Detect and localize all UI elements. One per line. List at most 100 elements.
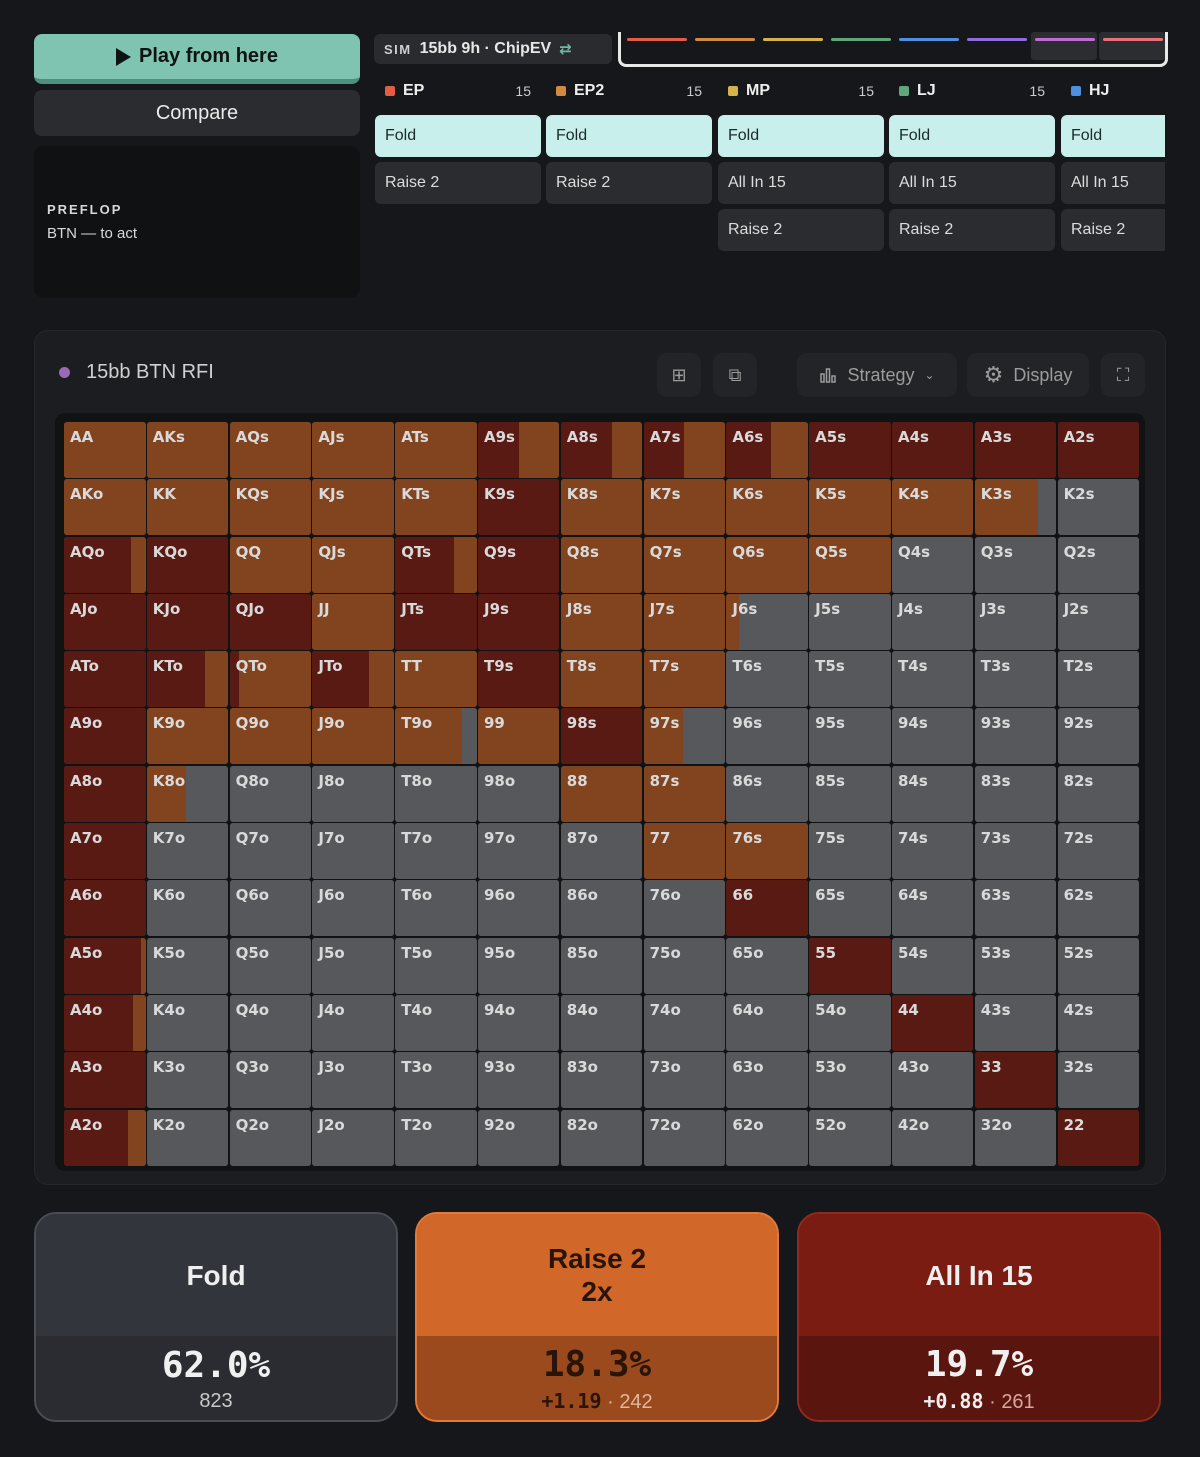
hand-cell[interactable]: 74s xyxy=(891,823,974,880)
hand-cell[interactable]: 65s xyxy=(809,880,891,937)
hand-cell[interactable]: 43s xyxy=(974,994,1057,1051)
hand-cell[interactable]: T5s xyxy=(809,651,891,708)
hand-cell[interactable]: K3s xyxy=(974,479,1057,536)
hand-cell[interactable]: 66 xyxy=(726,880,808,937)
hand-cell[interactable]: A7s xyxy=(643,422,726,478)
hand-cell[interactable]: Q7s xyxy=(643,536,726,593)
hand-cell[interactable]: A9o xyxy=(64,708,146,765)
display-button[interactable]: ⚙ Display xyxy=(967,353,1089,397)
hand-cell[interactable]: T6s xyxy=(726,651,808,708)
hand-cell[interactable]: J2s xyxy=(1057,593,1140,650)
hand-cell[interactable]: A9s xyxy=(477,422,560,478)
hand-cell[interactable]: Q2s xyxy=(1057,536,1140,593)
hand-cell[interactable]: J7o xyxy=(312,823,394,880)
hand-cell[interactable]: KJs xyxy=(312,479,394,536)
hand-cell[interactable]: 87o xyxy=(560,823,643,880)
hand-cell[interactable]: AQo xyxy=(64,536,146,593)
action-button[interactable]: Fold xyxy=(718,115,884,157)
hand-cell[interactable]: Q2o xyxy=(229,1109,312,1166)
copy-button[interactable]: ⧉ xyxy=(713,353,757,397)
hand-cell[interactable]: 85o xyxy=(560,937,643,994)
hand-cell[interactable]: A7o xyxy=(64,823,146,880)
summary-card-0[interactable]: Fold 62.0% 823 xyxy=(34,1212,398,1422)
hand-cell[interactable]: T3s xyxy=(974,651,1057,708)
hand-cell[interactable]: J2o xyxy=(312,1109,394,1166)
play-from-here-button[interactable]: Play from here xyxy=(34,34,360,84)
hand-cell[interactable]: J8o xyxy=(312,765,394,822)
action-button[interactable]: All In 15 xyxy=(718,162,884,204)
hand-cell[interactable]: 52o xyxy=(809,1109,891,1166)
hand-cell[interactable]: AJo xyxy=(64,593,146,650)
hand-cell[interactable]: KTo xyxy=(146,651,229,708)
position-header[interactable]: LJ 15 xyxy=(889,76,1055,106)
hand-cell[interactable]: K7o xyxy=(146,823,229,880)
hand-cell[interactable]: 32s xyxy=(1057,1052,1140,1109)
hand-cell[interactable]: 82o xyxy=(560,1109,643,1166)
hand-cell[interactable]: K9o xyxy=(146,708,229,765)
grid-view-button[interactable]: ⊞ xyxy=(657,353,701,397)
hand-cell[interactable]: 95s xyxy=(809,708,891,765)
hand-cell[interactable]: AA xyxy=(64,422,146,478)
hand-cell[interactable]: 44 xyxy=(891,994,974,1051)
hand-cell[interactable]: 97o xyxy=(477,823,560,880)
hand-cell[interactable]: 86o xyxy=(560,880,643,937)
hand-cell[interactable]: T5o xyxy=(395,937,477,994)
hand-cell[interactable]: 62s xyxy=(1057,880,1140,937)
hand-cell[interactable]: 96o xyxy=(477,880,560,937)
hand-cell[interactable]: T4s xyxy=(891,651,974,708)
hand-cell[interactable]: J5o xyxy=(312,937,394,994)
hand-cell[interactable]: A6s xyxy=(726,422,808,478)
hand-cell[interactable]: 94o xyxy=(477,994,560,1051)
hand-cell[interactable]: 77 xyxy=(643,823,726,880)
hand-cell[interactable]: K2s xyxy=(1057,479,1140,536)
hand-cell[interactable]: 75s xyxy=(809,823,891,880)
hand-cell[interactable]: QQ xyxy=(229,536,312,593)
hand-cell[interactable]: AKs xyxy=(146,422,229,478)
hand-cell[interactable]: Q9s xyxy=(477,536,560,593)
hand-cell[interactable]: KK xyxy=(146,479,229,536)
hand-cell[interactable]: QTs xyxy=(395,536,477,593)
hand-cell[interactable]: QTo xyxy=(229,651,312,708)
hand-cell[interactable]: KQo xyxy=(146,536,229,593)
hand-cell[interactable]: 64o xyxy=(726,994,808,1051)
hand-cell[interactable]: 93o xyxy=(477,1052,560,1109)
hand-cell[interactable]: 42s xyxy=(1057,994,1140,1051)
hand-cell[interactable]: A8s xyxy=(560,422,643,478)
hand-cell[interactable]: 32o xyxy=(974,1109,1057,1166)
hand-cell[interactable]: A5s xyxy=(809,422,891,478)
action-button[interactable]: Fold xyxy=(889,115,1055,157)
hand-cell[interactable]: AJs xyxy=(312,422,394,478)
hand-cell[interactable]: T9s xyxy=(477,651,560,708)
action-button[interactable]: Fold xyxy=(375,115,541,157)
hand-cell[interactable]: 54s xyxy=(891,937,974,994)
compare-button[interactable]: Compare xyxy=(34,90,360,136)
hand-cell[interactable]: K8o xyxy=(146,765,229,822)
hand-cell[interactable]: 93s xyxy=(974,708,1057,765)
hand-cell[interactable]: Q8o xyxy=(229,765,312,822)
hand-cell[interactable]: A2o xyxy=(64,1109,146,1166)
hand-cell[interactable]: 64s xyxy=(891,880,974,937)
hand-cell[interactable]: J5s xyxy=(809,593,891,650)
action-button[interactable]: Fold xyxy=(546,115,712,157)
hand-cell[interactable]: J9s xyxy=(477,593,560,650)
hand-cell[interactable]: Q5s xyxy=(809,536,891,593)
hand-cell[interactable]: T8o xyxy=(395,765,477,822)
hand-cell[interactable]: Q8s xyxy=(560,536,643,593)
hand-cell[interactable]: Q3o xyxy=(229,1052,312,1109)
position-header[interactable]: HJ xyxy=(1061,76,1165,106)
hand-cell[interactable]: 76s xyxy=(726,823,808,880)
hand-cell[interactable]: 54o xyxy=(809,994,891,1051)
hand-cell[interactable]: 94s xyxy=(891,708,974,765)
hand-cell[interactable]: 82s xyxy=(1057,765,1140,822)
action-button[interactable]: All In 15 xyxy=(889,162,1055,204)
position-header[interactable]: EP2 15 xyxy=(546,76,712,106)
hand-cell[interactable]: 74o xyxy=(643,994,726,1051)
hand-cell[interactable]: 73o xyxy=(643,1052,726,1109)
strategy-dropdown[interactable]: Strategy ⌄ xyxy=(797,353,957,397)
action-button[interactable]: Raise 2 xyxy=(889,209,1055,251)
hand-cell[interactable]: 72s xyxy=(1057,823,1140,880)
hand-cell[interactable]: Q6o xyxy=(229,880,312,937)
hand-cell[interactable]: Q7o xyxy=(229,823,312,880)
hand-cell[interactable]: 65o xyxy=(726,937,808,994)
hand-cell[interactable]: ATo xyxy=(64,651,146,708)
